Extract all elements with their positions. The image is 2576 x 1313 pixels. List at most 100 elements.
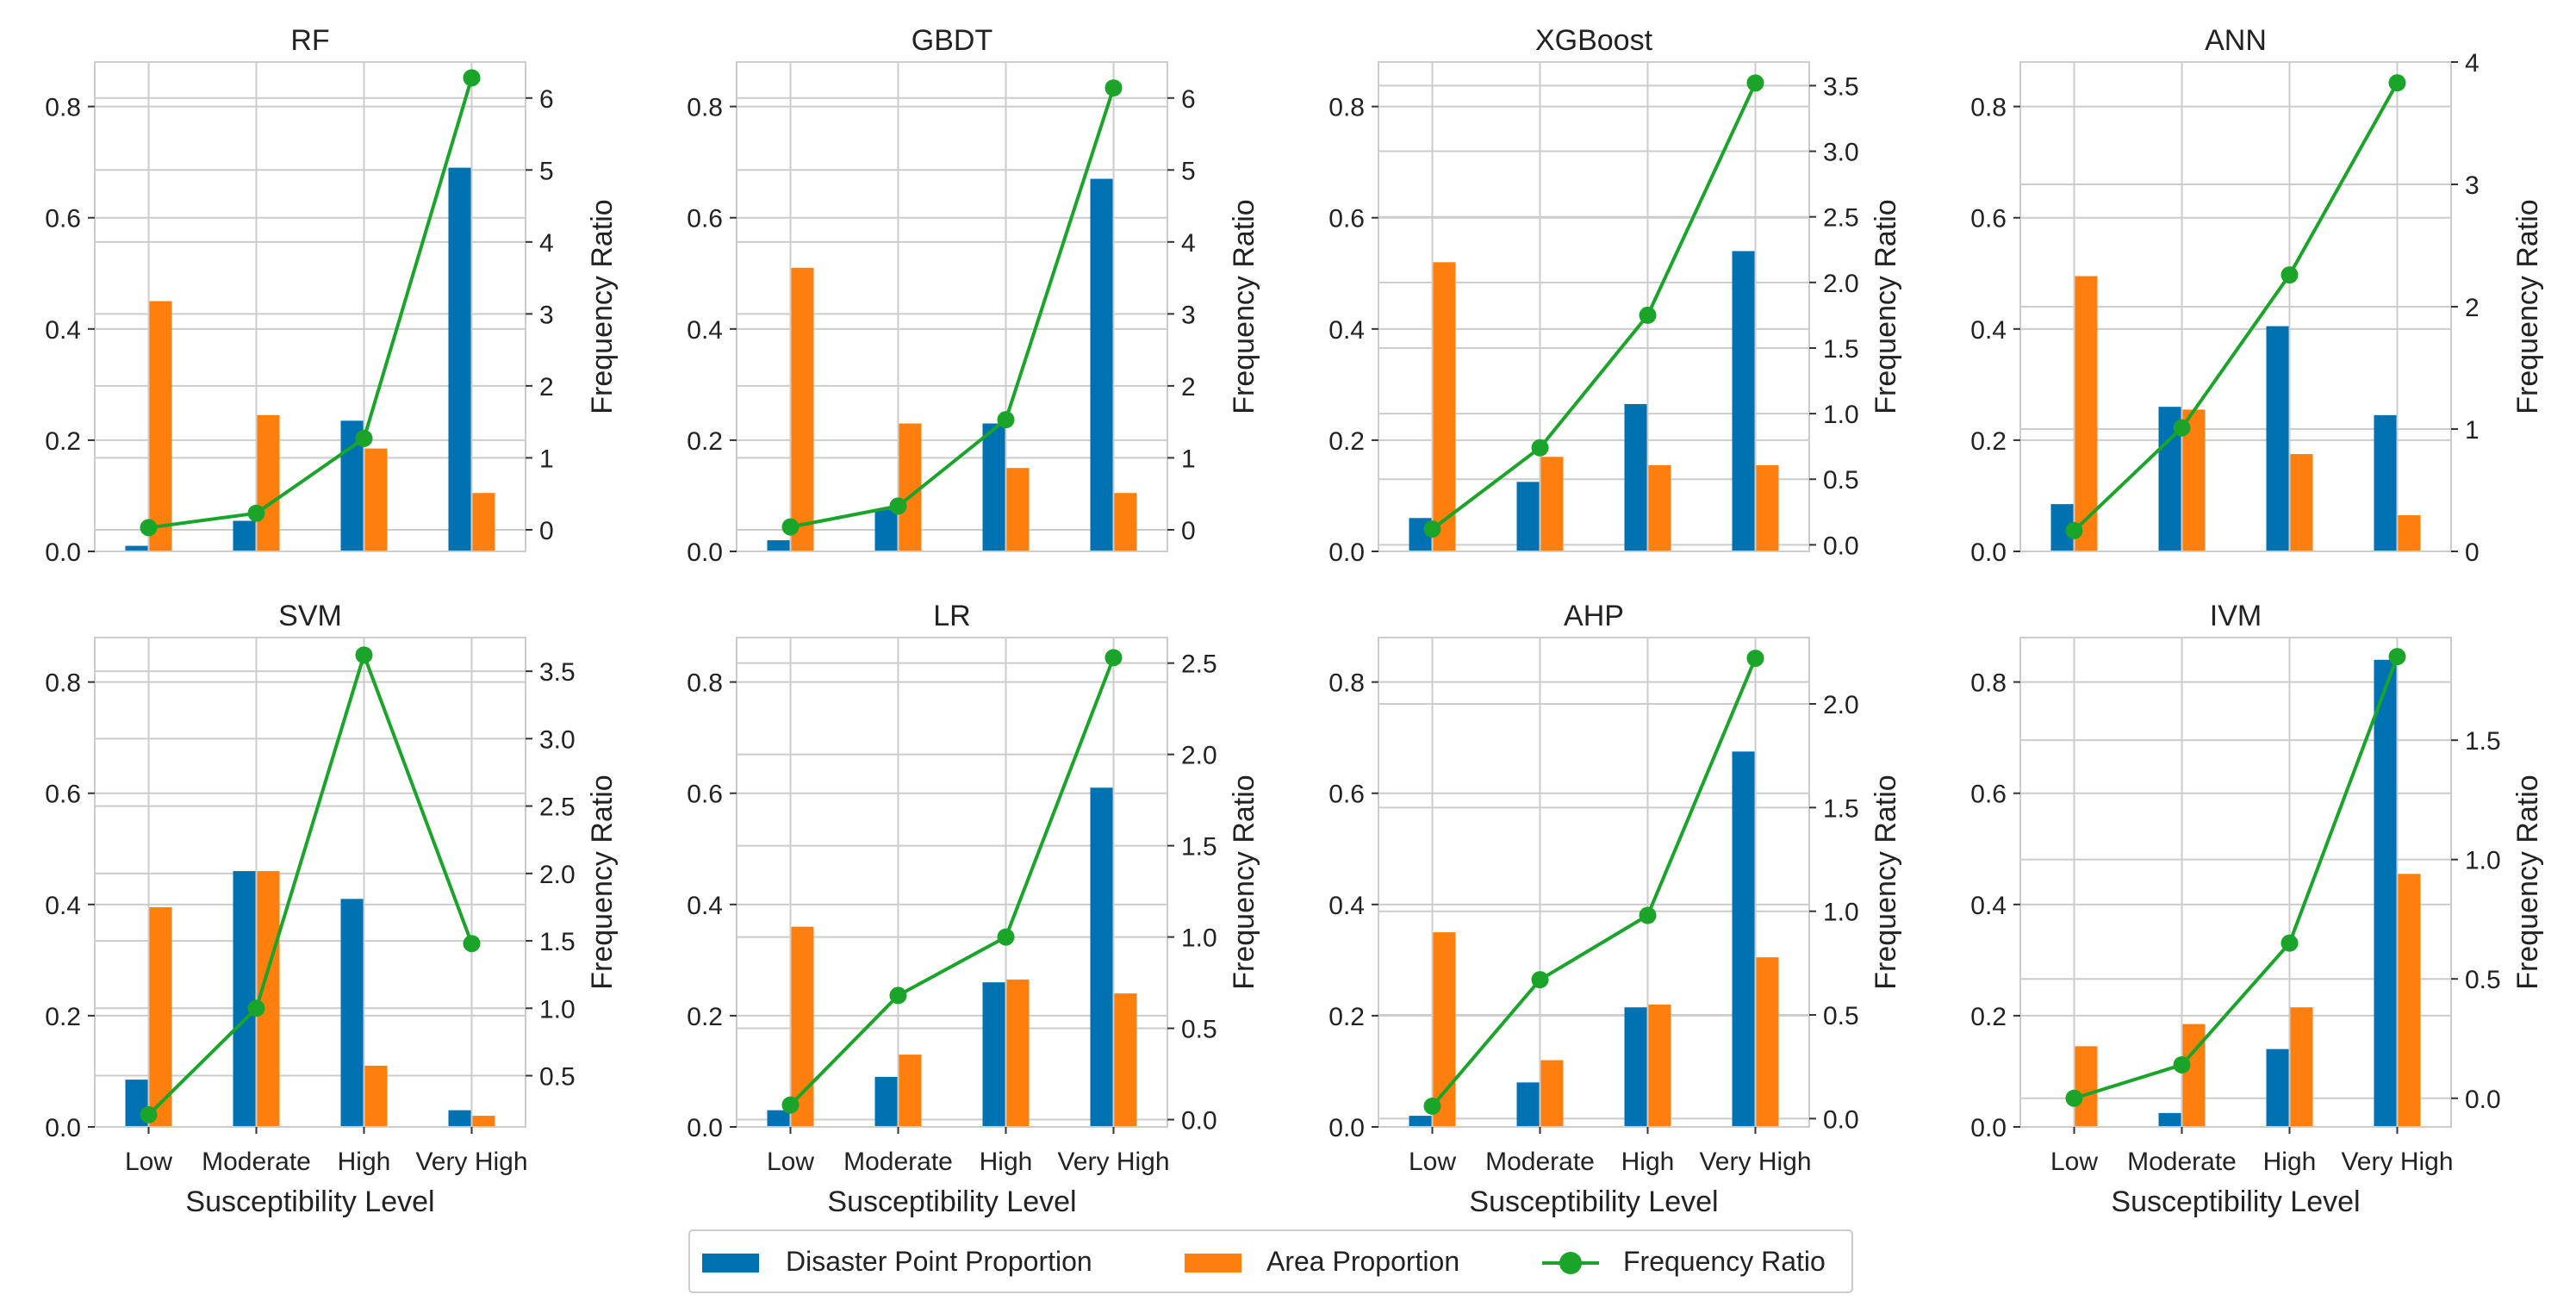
x-tick-label-high: High [980,1148,1033,1176]
y-tick-label: 0.0 [1970,538,2007,567]
x-tick-label-moderate: Moderate [843,1148,953,1176]
y2-tick-label: 4 [1181,229,1196,258]
bar-area-proportion-very-high [472,493,495,551]
y2-tick-label: 2.5 [539,793,576,822]
bar-area-proportion-moderate [257,414,280,551]
bar-area-proportion-high [364,448,388,551]
marker-frequency-ratio-high [997,928,1015,946]
bar-disaster-point-proportion-moderate [2158,1112,2181,1127]
bar-area-proportion-moderate [1540,457,1564,551]
bar-area-proportion-very-high [2398,515,2421,551]
y-tick-label: 0.8 [45,669,81,698]
line-frequency-ratio [789,656,1116,1106]
y2-tick-label: 1.5 [2465,727,2501,756]
marker-frequency-ratio-high [1639,906,1657,924]
bar-area-proportion-low [2075,1046,2098,1127]
y-tick-label: 0.4 [687,892,723,920]
y-tick-label: 0.2 [45,1003,81,1031]
bar-disaster-point-proportion-moderate [1516,482,1540,551]
legend-swatch-disaster-point-proportion [702,1254,759,1273]
line-frequency-ratio [147,650,474,1117]
y2-axis-label: Frequency Ratio [1870,199,1902,414]
y-tick-label: 0.0 [45,538,81,567]
marker-frequency-ratio-very-high [463,69,481,87]
bar-disaster-point-proportion-high [1624,1007,1647,1127]
x-tick-label-moderate: Moderate [202,1148,311,1176]
y2-tick-label: 0.0 [1181,1107,1217,1136]
chart-title: AHP [1564,600,1624,632]
x-tick-label-low: Low [125,1148,172,1176]
marker-frequency-ratio-low [140,1105,158,1123]
y2-tick-label: 2 [1181,373,1196,401]
marker-frequency-ratio-very-high [1104,649,1123,667]
marker-frequency-ratio-high [1639,306,1657,324]
marker-frequency-ratio-very-high [463,935,481,953]
bar-disaster-point-proportion-low [1409,1116,1432,1127]
x-tick-label-moderate: Moderate [1485,1148,1595,1176]
line-frequency-ratio [2073,656,2399,1100]
y2-tick-label: 3 [1181,301,1196,329]
bar-area-proportion-high [1648,1005,1671,1127]
marker-frequency-ratio-high [2280,934,2299,952]
y2-tick-label: 2.0 [1823,270,1859,298]
x-axis-label: Susceptibility Level [827,1185,1076,1218]
y2-tick-label: 3.5 [1823,72,1859,101]
x-tick-label-low: Low [767,1148,814,1176]
y2-tick-label: 1.5 [1181,833,1217,862]
bar-disaster-point-proportion-moderate [233,871,256,1127]
marker-frequency-ratio-moderate [247,504,265,522]
legend-marker-frequency-ratio [1559,1252,1582,1274]
legend-swatch-area-proportion [1185,1254,1241,1273]
y2-tick-label: 2.5 [1823,204,1859,233]
x-tick-label-very-high: Very High [2341,1148,2453,1176]
y2-tick-label: 0.5 [1823,1002,1859,1030]
marker-frequency-ratio-very-high [1104,79,1123,97]
bar-area-proportion-low [791,267,814,551]
plot-frame [736,637,1168,1128]
bar-area-proportion-very-high [472,1116,495,1127]
chart-title: RF [290,24,329,57]
plot-frame [94,637,526,1128]
y2-tick-label: 2.0 [539,861,576,889]
y-tick-label: 0.4 [1328,892,1365,920]
y2-tick-label: 5 [1181,157,1196,185]
y2-tick-label: 0.5 [1181,1016,1217,1044]
chart-title: SVM [278,600,342,632]
y2-tick-label: 3.0 [1823,139,1859,167]
y2-tick-label: 1 [539,445,554,473]
bar-area-proportion-moderate [899,423,922,551]
chart-panel-ivm: 0.0 0.2 0.4 0.6 0.8 0.0 0.5 1.0 1.5 Frequency Rat… [1970,600,2544,1218]
bar-area-proportion-low [149,907,172,1127]
x-axis-label: Susceptibility Level [1469,1185,1718,1218]
marker-frequency-ratio-very-high [2388,648,2406,666]
bar-disaster-point-proportion-very-high [448,1110,471,1127]
bar-disaster-point-proportion-high [2266,1049,2289,1127]
bar-disaster-point-proportion-moderate [874,509,898,551]
chart-title: ANN [2205,24,2267,57]
legend-frame [688,1229,1853,1293]
marker-frequency-ratio-high [355,646,373,664]
y-tick-label: 0.0 [1328,1114,1365,1142]
y2-tick-label: 3.5 [539,658,576,687]
y-tick-label: 0.6 [1328,781,1365,809]
y-tick-label: 0.2 [1328,427,1365,456]
y2-tick-label: 0.5 [539,1063,576,1092]
y2-tick-label: 2.0 [1823,691,1859,719]
x-axis-label: Susceptibility Level [2111,1185,2360,1218]
bar-area-proportion-low [2075,276,2098,551]
marker-frequency-ratio-low [2065,521,2083,539]
chart-title: XGBoost [1535,24,1653,57]
y2-tick-label: 3 [2465,171,2480,200]
bar-disaster-point-proportion-high [2266,326,2289,551]
bar-area-proportion-very-high [1756,957,1779,1127]
plot-frame [1378,61,1810,552]
bar-area-proportion-high [2290,1007,2313,1127]
bar-area-proportion-moderate [2182,1024,2206,1127]
y-tick-label: 0.8 [1328,669,1365,698]
y2-tick-label: 1.5 [539,928,576,956]
bar-disaster-point-proportion-very-high [1732,251,1755,551]
y2-tick-label: 6 [1181,85,1196,114]
x-tick-label-high: High [1621,1148,1675,1176]
y2-tick-label: 5 [539,157,554,185]
y2-axis-label: Frequency Ratio [1870,775,1902,989]
